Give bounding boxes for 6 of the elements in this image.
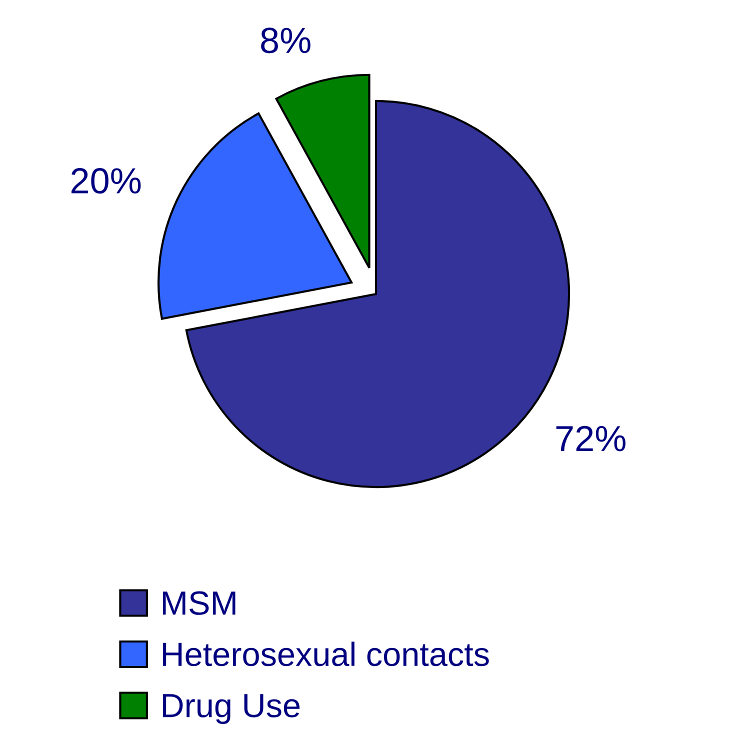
data-label: 8% (261, 28, 310, 54)
data-label: 72% (556, 426, 626, 452)
data-label: 20% (72, 168, 141, 194)
legend-label: Drug Use (162, 694, 300, 724)
legend-label: MSM (162, 591, 236, 615)
legend-label: Heterosexual contacts (162, 642, 489, 666)
